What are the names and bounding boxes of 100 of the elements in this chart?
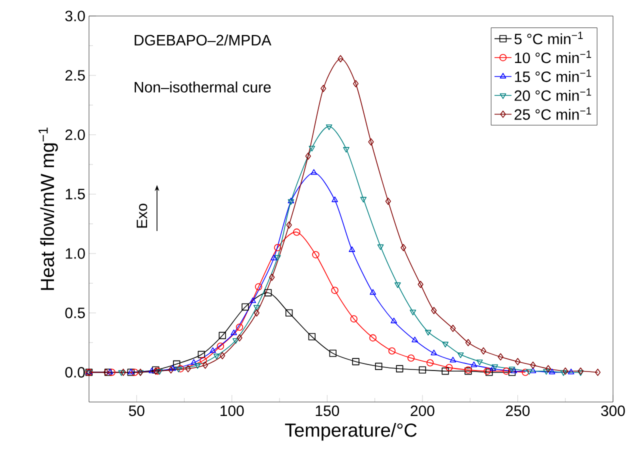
point bbox=[578, 368, 584, 375]
point bbox=[508, 368, 516, 376]
point bbox=[369, 334, 377, 342]
legend-label: 10 °C min$^{−1}$ bbox=[515, 50, 592, 64]
point bbox=[348, 246, 356, 252]
point bbox=[498, 353, 504, 360]
point bbox=[343, 147, 350, 153]
point bbox=[425, 330, 432, 336]
point bbox=[254, 283, 262, 290]
point bbox=[232, 338, 239, 344]
point bbox=[377, 244, 384, 250]
annotation: DGEBAPO–2/MPDA bbox=[134, 34, 272, 46]
point bbox=[350, 315, 358, 322]
point bbox=[562, 368, 568, 375]
point bbox=[426, 359, 434, 366]
x-tick-label: 300 bbox=[601, 406, 625, 416]
point bbox=[308, 146, 316, 152]
point bbox=[560, 370, 567, 376]
point bbox=[577, 370, 584, 376]
point bbox=[274, 244, 282, 252]
point bbox=[236, 334, 242, 342]
point bbox=[236, 324, 244, 331]
point bbox=[185, 365, 191, 372]
point bbox=[274, 255, 281, 261]
point bbox=[168, 366, 174, 374]
point bbox=[388, 347, 396, 355]
point bbox=[118, 370, 125, 376]
y-tick-label: 2.5 bbox=[65, 70, 85, 81]
legend-label: 20 °C min$^{−1}$ bbox=[514, 88, 592, 101]
point bbox=[400, 244, 406, 252]
point bbox=[148, 368, 156, 374]
point bbox=[312, 251, 320, 258]
point bbox=[176, 365, 184, 372]
point bbox=[210, 347, 216, 353]
point bbox=[269, 274, 275, 281]
point bbox=[242, 303, 249, 311]
point bbox=[368, 138, 374, 146]
point bbox=[308, 333, 316, 340]
legend-label: 15 °C min$^{−1}$ bbox=[515, 70, 592, 82]
point bbox=[270, 254, 277, 260]
point bbox=[200, 356, 207, 364]
legend-label: 25 °C min$^{−1}$ bbox=[514, 107, 592, 120]
y-tick-label: 2.0 bbox=[65, 129, 85, 140]
point bbox=[173, 360, 180, 368]
point bbox=[442, 368, 449, 375]
point bbox=[220, 352, 226, 360]
point bbox=[360, 196, 367, 202]
point bbox=[568, 368, 574, 374]
point bbox=[526, 369, 532, 375]
point bbox=[331, 286, 338, 294]
point bbox=[394, 282, 401, 288]
point bbox=[476, 360, 483, 366]
annotation: Exo bbox=[136, 204, 148, 228]
point bbox=[548, 368, 556, 374]
point bbox=[175, 366, 182, 372]
legend-label: 5 °C min$^{−1}$ bbox=[514, 32, 583, 44]
point bbox=[329, 350, 336, 357]
point bbox=[310, 169, 318, 175]
point bbox=[407, 354, 415, 362]
point bbox=[396, 365, 404, 372]
point bbox=[390, 318, 398, 324]
x-tick-label: 200 bbox=[410, 406, 434, 416]
point bbox=[103, 368, 109, 376]
point bbox=[198, 350, 206, 358]
point bbox=[352, 80, 359, 88]
point bbox=[543, 369, 550, 375]
point bbox=[412, 336, 418, 342]
x-axis-title: Temperature/°C bbox=[285, 422, 417, 441]
point bbox=[326, 124, 332, 130]
point bbox=[104, 368, 112, 376]
point bbox=[385, 198, 391, 205]
point bbox=[530, 362, 536, 369]
point bbox=[254, 309, 260, 317]
point bbox=[332, 196, 338, 202]
point bbox=[250, 297, 256, 304]
point bbox=[190, 359, 197, 365]
point bbox=[446, 364, 453, 372]
y-tick-label: 1.0 bbox=[66, 248, 85, 259]
x-tick-label: 100 bbox=[220, 406, 244, 416]
point bbox=[514, 358, 521, 366]
point bbox=[202, 362, 208, 369]
y-tick-label: 1.5 bbox=[66, 188, 85, 200]
point bbox=[370, 289, 376, 295]
point bbox=[170, 365, 176, 371]
point bbox=[418, 280, 424, 288]
point bbox=[230, 330, 237, 336]
point bbox=[264, 289, 272, 296]
point bbox=[352, 358, 360, 366]
point bbox=[293, 228, 300, 236]
point bbox=[216, 342, 224, 350]
point bbox=[502, 368, 510, 375]
annotation: Non–isothermal cure bbox=[134, 82, 271, 92]
y-tick-label: 3.0 bbox=[65, 10, 85, 22]
x-tick-label: 150 bbox=[316, 406, 340, 416]
point bbox=[450, 324, 456, 332]
point bbox=[457, 352, 464, 358]
point bbox=[480, 347, 486, 355]
x-tick-label: 50 bbox=[128, 406, 144, 416]
point bbox=[285, 309, 293, 317]
y-tick-label: 0.5 bbox=[65, 308, 85, 318]
